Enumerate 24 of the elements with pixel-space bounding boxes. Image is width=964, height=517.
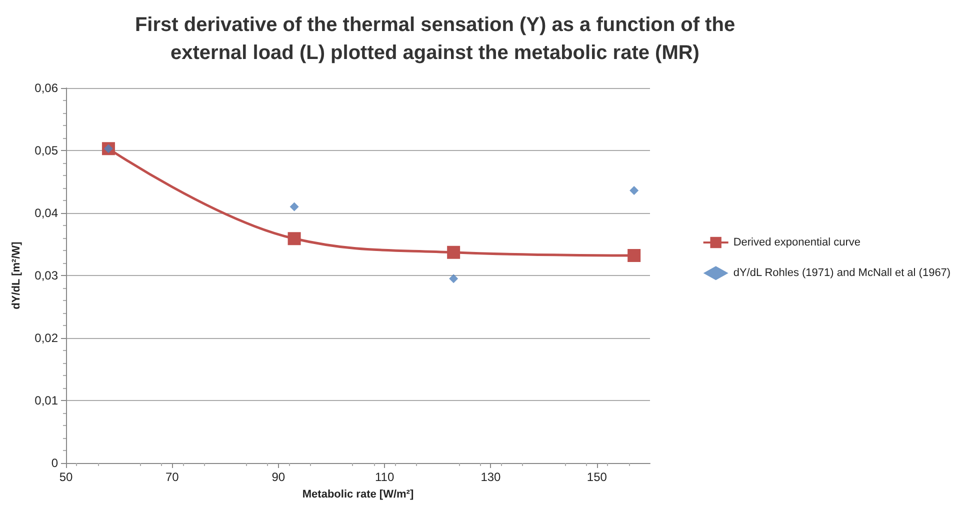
y-tick-label: 0,04: [34, 206, 58, 220]
point: [628, 249, 641, 262]
x-axis-title: Metabolic rate [W/m²]: [302, 488, 414, 500]
chart-title: First derivative of the thermal sensation (Y) as a function of the external load (L) plotted against the metabolic rate (MR): [134, 14, 736, 64]
y-tick-label: 0,03: [34, 268, 58, 282]
y-tick-label: 0: [51, 456, 58, 470]
point: [449, 274, 458, 284]
y-tick-label: 0,06: [34, 81, 58, 95]
x-tick-label: 150: [586, 470, 608, 484]
x-tick-label: 50: [59, 470, 73, 484]
point: [288, 232, 301, 246]
x-tick-label: 130: [480, 470, 502, 484]
legend-label: dY/dL Rohles (1971) and McNall et al (1967): [733, 267, 951, 280]
point: [290, 202, 299, 212]
y-axis-title: dY/dL [m²/W]: [10, 241, 22, 310]
x-tick-label: 90: [272, 470, 286, 484]
point: [447, 246, 460, 259]
legend-label: Derived exponential curve: [733, 236, 861, 248]
y-tick-label: 0,05: [34, 144, 58, 158]
y-tick-label: 0,01: [34, 394, 58, 408]
y-tick-label: 0,02: [34, 331, 58, 345]
point: [630, 186, 639, 195]
x-tick-label: 110: [374, 470, 394, 484]
x-tick-label: 70: [166, 470, 180, 484]
